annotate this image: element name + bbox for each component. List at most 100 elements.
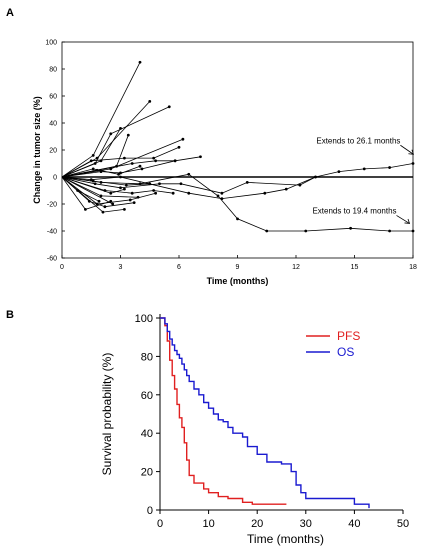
y-tick-label: 20 — [141, 467, 153, 479]
patient-line-15 — [61, 176, 150, 186]
patient-point — [76, 189, 79, 192]
x-tick-label: 3 — [119, 264, 123, 271]
patient-point — [173, 159, 177, 163]
patient-point — [284, 187, 288, 191]
patient-point — [128, 198, 132, 202]
patient-point — [123, 156, 126, 160]
patient-point — [89, 159, 93, 163]
y-tick-label: 100 — [135, 313, 153, 325]
pfs-legend-label: PFS — [337, 329, 360, 343]
patient-point — [119, 175, 122, 179]
y-tick-label: 0 — [147, 505, 153, 517]
y-tick-label: 40 — [141, 428, 153, 440]
patient-point — [171, 191, 175, 195]
y-tick-label: 100 — [45, 40, 57, 47]
patient-point — [337, 170, 341, 174]
patient-point — [199, 155, 202, 159]
x-tick-label: 30 — [300, 518, 312, 530]
y-tick-label: 40 — [49, 121, 57, 128]
survival-chart-xlabel: Time (months) — [247, 532, 324, 546]
x-tick-label: 9 — [236, 264, 240, 271]
patient-point — [388, 229, 391, 233]
survival-chart: 0 20 40 60 80 100 0 10 20 30 40 50 PFS OS Survival … — [100, 313, 409, 546]
y-tick-label: 0 — [53, 175, 57, 182]
y-tick-label: 60 — [49, 94, 57, 101]
patient-point — [130, 162, 134, 165]
os-legend-label: OS — [337, 345, 354, 359]
patient-point — [84, 208, 87, 211]
patient-line-2 — [61, 101, 151, 178]
y-tick-label: -20 — [47, 202, 57, 209]
patient-point — [117, 172, 120, 176]
patient-point — [349, 226, 352, 230]
patient-point — [152, 189, 156, 192]
patient-point — [265, 229, 269, 233]
patient-line-8 — [61, 156, 201, 178]
patient-point — [388, 166, 391, 169]
patient-point — [314, 175, 317, 179]
arrow-head — [408, 149, 414, 155]
patient-point — [103, 205, 107, 209]
tumor-chart-ylabel: Change in tumor size (%) — [32, 96, 42, 204]
y-tick-label: -60 — [47, 256, 57, 263]
patient-point — [111, 202, 115, 206]
patient-point — [177, 145, 181, 149]
patient-point — [109, 132, 113, 136]
patient-point — [187, 172, 191, 176]
annotation-text: Extends to 26.1 months — [316, 136, 400, 145]
y-tick-label: -40 — [47, 229, 57, 236]
patient-point — [304, 229, 308, 233]
patient-line-11 — [61, 163, 414, 200]
y-tick-label: 80 — [49, 67, 57, 74]
patient-point — [99, 194, 103, 198]
annotation-arrow — [400, 144, 414, 155]
x-tick-label: 40 — [348, 518, 360, 530]
patient-point — [167, 105, 171, 109]
arrow-head — [404, 218, 411, 224]
tumor-chart-xlabel: Time (months) — [207, 276, 269, 286]
patient-point — [263, 191, 267, 195]
y-tick-label: 20 — [49, 148, 57, 155]
patient-line-12 — [61, 173, 413, 232]
patient-point — [154, 159, 158, 163]
patient-point — [411, 229, 415, 233]
x-tick-label: 50 — [397, 518, 409, 530]
panel-a-letter: A — [6, 7, 14, 19]
patient-point — [179, 182, 183, 186]
x-tick-label: 18 — [409, 264, 417, 271]
patient-line-22 — [61, 176, 113, 205]
patient-point — [91, 179, 95, 183]
patient-line-10 — [61, 165, 141, 178]
patient-point — [216, 194, 220, 198]
patient-point — [152, 156, 156, 160]
x-tick-label: 0 — [60, 264, 64, 271]
pfs-curve — [160, 317, 287, 505]
patient-line-16 — [61, 176, 156, 205]
patient-point — [109, 167, 113, 171]
x-tick-label: 6 — [177, 264, 181, 271]
patient-point — [154, 191, 158, 195]
patient-point — [220, 191, 224, 195]
tumor-size-chart: -60 -40 -20 0 20 40 60 80 100 0 3 6 9 12 15 18 Extends… — [32, 40, 417, 287]
patient-point — [148, 100, 152, 103]
patient-point — [91, 154, 95, 157]
patient-point — [123, 208, 126, 211]
plot-frame — [61, 41, 414, 259]
patient-point — [126, 133, 130, 137]
patient-point — [148, 182, 152, 186]
patient-point — [138, 164, 142, 168]
patient-point — [119, 186, 122, 190]
os-curve — [160, 317, 370, 509]
patient-point — [91, 167, 95, 171]
x-tick-label: 0 — [157, 518, 163, 530]
patient-point — [123, 187, 126, 191]
panel-b-letter: B — [6, 309, 14, 321]
annotation-arrow — [396, 215, 410, 224]
patient-point — [140, 167, 144, 171]
patient-point — [109, 199, 113, 203]
patient-point — [181, 137, 185, 141]
patient-point — [298, 183, 302, 187]
patient-point — [136, 195, 140, 199]
patient-point — [187, 191, 191, 195]
